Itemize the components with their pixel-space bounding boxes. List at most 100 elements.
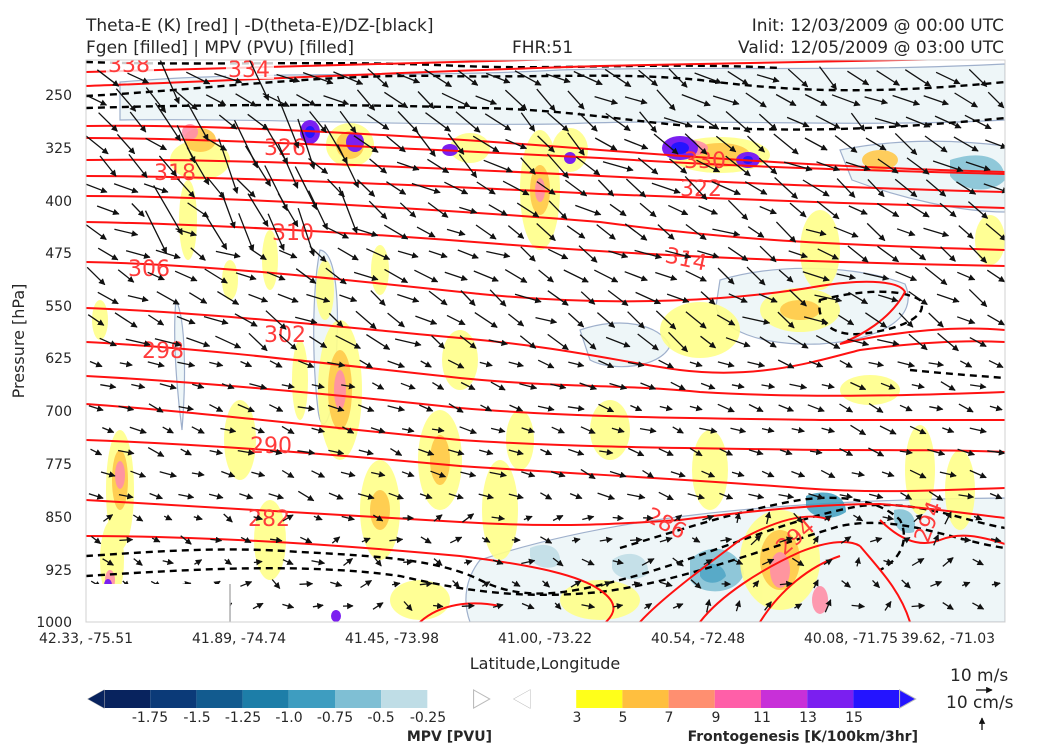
theta-e-278	[86, 535, 615, 622]
wind-vector	[727, 70, 749, 86]
wind-vector	[210, 536, 223, 544]
wind-vector	[519, 335, 537, 349]
wind-vector	[987, 314, 1005, 326]
wind-vector	[789, 202, 807, 218]
wind-vector	[818, 66, 838, 90]
wind-vector	[479, 360, 493, 368]
fgen-tick-0: 3	[573, 710, 582, 726]
wind-vector	[174, 89, 198, 111]
wind-vector	[460, 471, 477, 478]
wind-vector	[608, 250, 629, 259]
fgen-colorbar-extend-low	[514, 690, 530, 708]
wind-vector	[366, 334, 391, 350]
wind-vector	[641, 558, 655, 566]
wind-vector	[573, 70, 603, 86]
wind-vector	[297, 490, 315, 502]
wind-vector	[685, 311, 707, 329]
wind-vector	[624, 223, 648, 241]
theta-e-338	[86, 60, 554, 73]
wind-vector	[548, 200, 568, 220]
wind-vector	[958, 403, 974, 413]
wind-vector	[640, 382, 657, 390]
wind-vector	[929, 404, 944, 412]
wind-vector	[663, 117, 693, 128]
wind-vector	[725, 337, 751, 348]
wind-vector	[277, 143, 299, 189]
wind-vector	[309, 245, 327, 263]
wind-vector	[850, 112, 866, 132]
wind-vector	[725, 111, 751, 133]
y-tick-850: 850	[45, 510, 72, 526]
fgen-colorbar-segment	[668, 690, 715, 708]
wind-vector	[488, 339, 508, 346]
wind-vector	[939, 202, 957, 218]
wind-vector	[481, 536, 491, 543]
wind-vector	[570, 580, 582, 588]
wind-vector	[940, 246, 956, 262]
wind-vector	[87, 314, 105, 326]
wind-vector	[209, 361, 224, 368]
wind-vector	[668, 204, 689, 216]
wind-vector	[447, 359, 465, 369]
wind-vector	[194, 559, 203, 566]
wind-vector	[387, 312, 405, 328]
wind-vector	[895, 271, 918, 282]
wind-vector	[777, 359, 795, 369]
wind-vector	[605, 112, 631, 132]
fgen-colorbar: 3 5 7 9 11 13 15 Frontogenesis [K/100km/…	[512, 689, 918, 745]
wind-vector	[342, 426, 355, 434]
wind-vector	[944, 511, 952, 525]
wind-vector	[419, 404, 434, 412]
wind-vector	[596, 224, 616, 240]
wind-vector	[720, 536, 733, 544]
wind-vector	[637, 157, 659, 175]
wind-vector	[788, 250, 808, 259]
wind-vector	[328, 312, 344, 328]
wind-vector	[746, 266, 766, 286]
wind-vector	[551, 426, 565, 434]
wind-vector	[516, 202, 540, 218]
mpv-colorbar-segment	[427, 690, 474, 708]
y-tick-400: 400	[45, 194, 72, 210]
x-axis-label: Latitude,Longitude	[470, 654, 621, 673]
wind-vector	[817, 248, 839, 260]
wind-vector	[249, 383, 268, 390]
wind-vector	[265, 310, 287, 330]
wind-vector	[953, 136, 979, 152]
wind-vector	[519, 383, 538, 390]
wind-vector	[734, 600, 741, 612]
wind-vector	[538, 269, 554, 283]
wind-vector	[987, 91, 1005, 109]
wind-vector	[372, 602, 384, 610]
wind-vector	[956, 316, 976, 325]
wind-vector	[128, 153, 148, 179]
wind-vector	[965, 161, 991, 172]
wind-vector	[651, 182, 681, 194]
wind-vector	[854, 556, 861, 567]
wind-vector	[812, 579, 819, 589]
wind-vector	[88, 405, 104, 412]
wind-vector	[898, 312, 914, 328]
wind-vector	[804, 137, 828, 151]
wind-vector	[86, 135, 109, 155]
wind-vector	[547, 153, 569, 179]
wind-vector	[719, 448, 733, 456]
wind-vector	[192, 382, 205, 390]
wind-vector	[540, 492, 553, 500]
wind-vector	[372, 514, 384, 522]
wind-vector	[147, 271, 165, 281]
wind-vector	[598, 359, 615, 369]
wind-vector	[550, 383, 567, 390]
wind-vector	[209, 448, 224, 456]
wind-vector	[908, 290, 928, 306]
wind-vector	[892, 94, 921, 106]
wind-vector	[208, 493, 224, 500]
wind-vector	[129, 426, 147, 434]
wind-vector	[581, 558, 595, 566]
wind-vector	[431, 335, 445, 349]
wind-vector	[308, 190, 328, 230]
wind-vector	[565, 179, 588, 197]
wind-vector	[717, 361, 735, 368]
wind-vector	[485, 72, 511, 84]
wind-vector	[457, 70, 479, 86]
